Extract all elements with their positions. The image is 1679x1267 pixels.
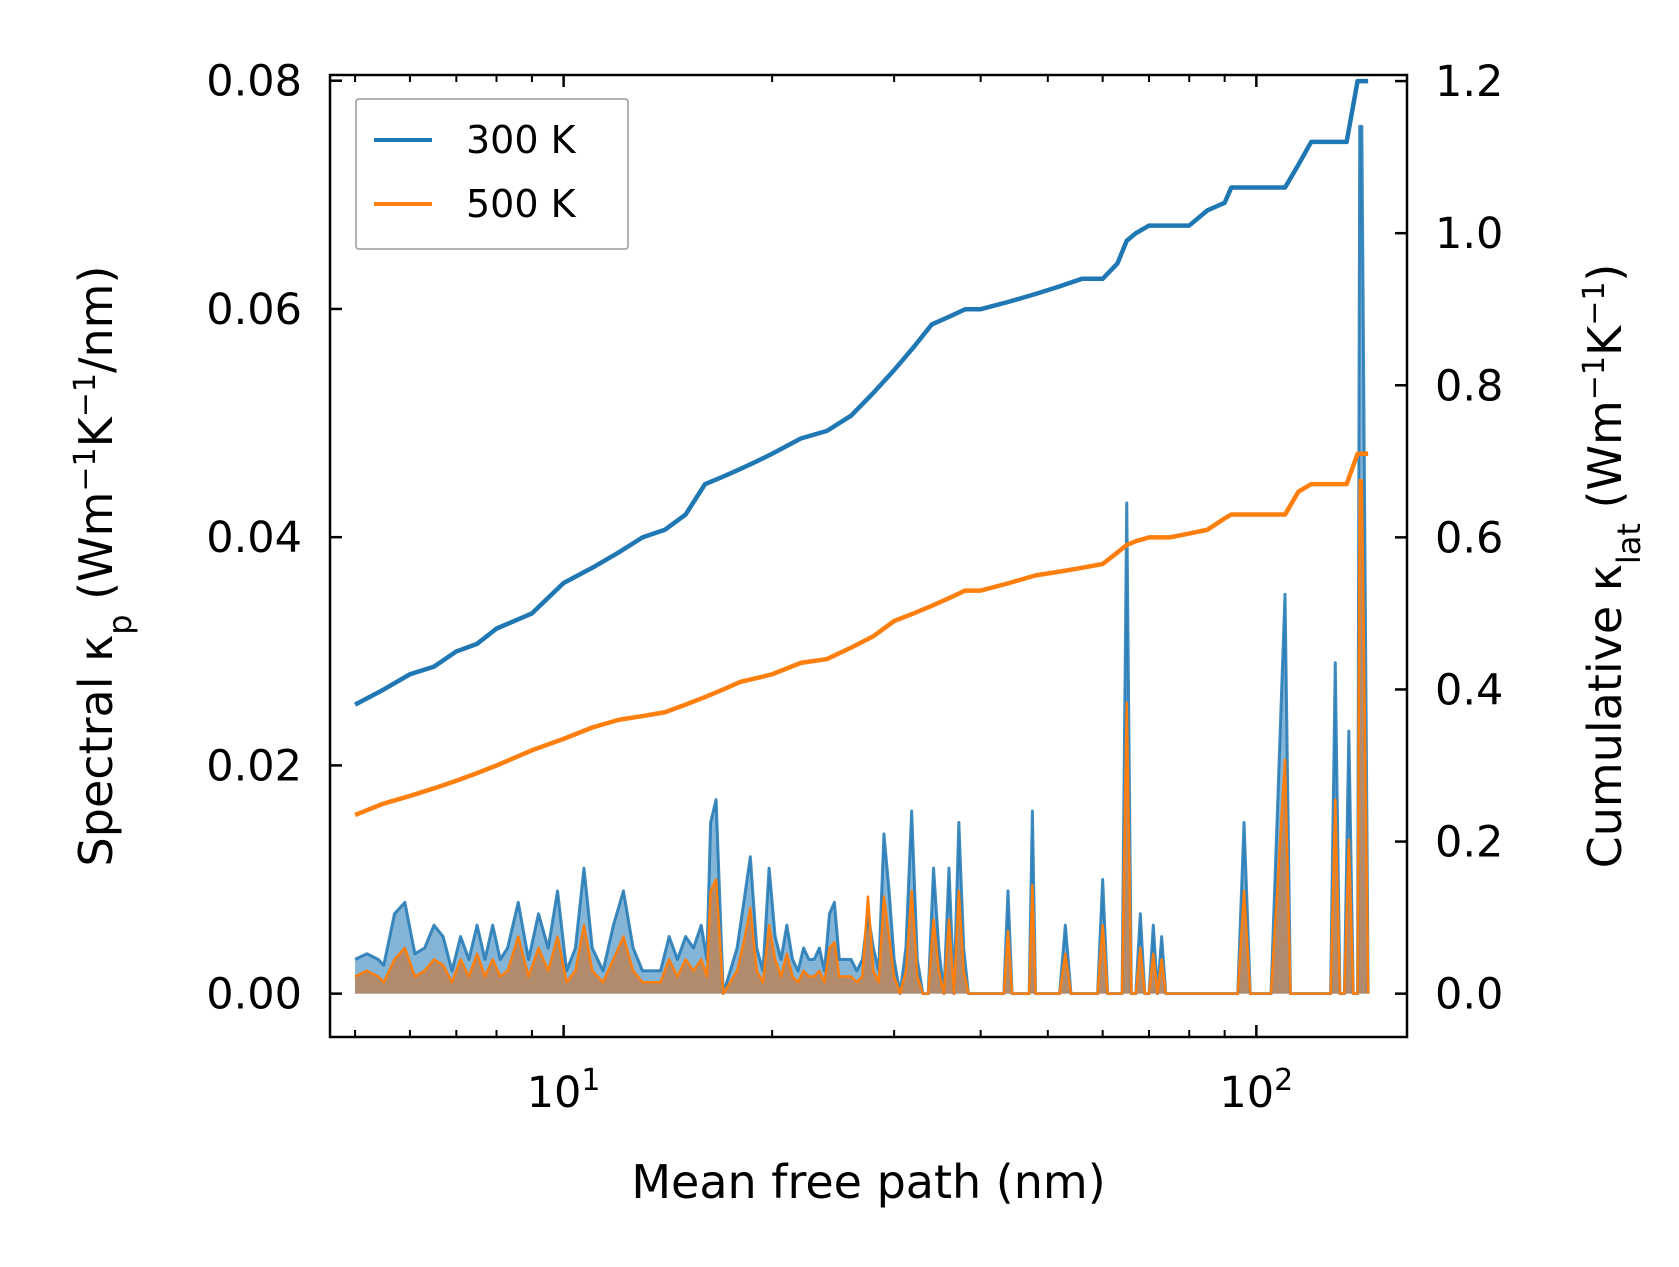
y-right-tick-label: 1.0 <box>1435 209 1503 259</box>
axis-ticks: 101 102 0.00 0.02 0.04 0.06 0.08 0.0 0.2 0.4 0.6 0.… <box>206 57 1503 1118</box>
series-lines <box>354 78 1369 818</box>
y-right-tick-label: 0.0 <box>1435 970 1503 1020</box>
y-right-tick-label: 1.2 <box>1435 57 1503 107</box>
y-axis-right-label: Cumulative κlat (Wm−1K−1) <box>1577 264 1649 869</box>
spectral-fills <box>354 124 1370 996</box>
spectral-line-500K <box>354 478 1370 995</box>
legend: 300 K 500 K <box>355 98 629 250</box>
y-right-tick-label: 0.4 <box>1435 665 1503 715</box>
y-left-tick-label: 0.04 <box>206 513 302 563</box>
y-right-tick-label: 0.2 <box>1435 818 1503 868</box>
spectral-line-300K <box>354 124 1370 996</box>
y-left-tick-label: 0.00 <box>206 970 302 1020</box>
y-left-tick-label: 0.06 <box>206 285 302 335</box>
y-left-tick-label: 0.08 <box>206 57 302 107</box>
legend-label-500K: 500 K <box>466 182 577 226</box>
spectral-area-500K <box>355 480 1369 994</box>
plot-frame <box>328 73 1409 1039</box>
cumulative-line-300K <box>354 78 1369 707</box>
x-tick-label: 101 <box>527 1063 601 1119</box>
x-axis-label: Mean free path (nm) <box>631 1155 1105 1209</box>
y-right-tick-label: 0.6 <box>1435 513 1503 563</box>
legend-label-300K: 300 K <box>466 118 577 162</box>
y-left-tick-label: 0.02 <box>206 741 302 791</box>
legend-box <box>355 98 629 250</box>
y-axis-left-label: Spectral κp (Wm−1K−1/nm) <box>68 266 140 867</box>
spectral-area-300K <box>355 126 1369 994</box>
y-right-tick-label: 0.8 <box>1435 361 1503 411</box>
cumulative-line-500K <box>354 451 1369 818</box>
x-tick-label: 102 <box>1219 1063 1293 1119</box>
